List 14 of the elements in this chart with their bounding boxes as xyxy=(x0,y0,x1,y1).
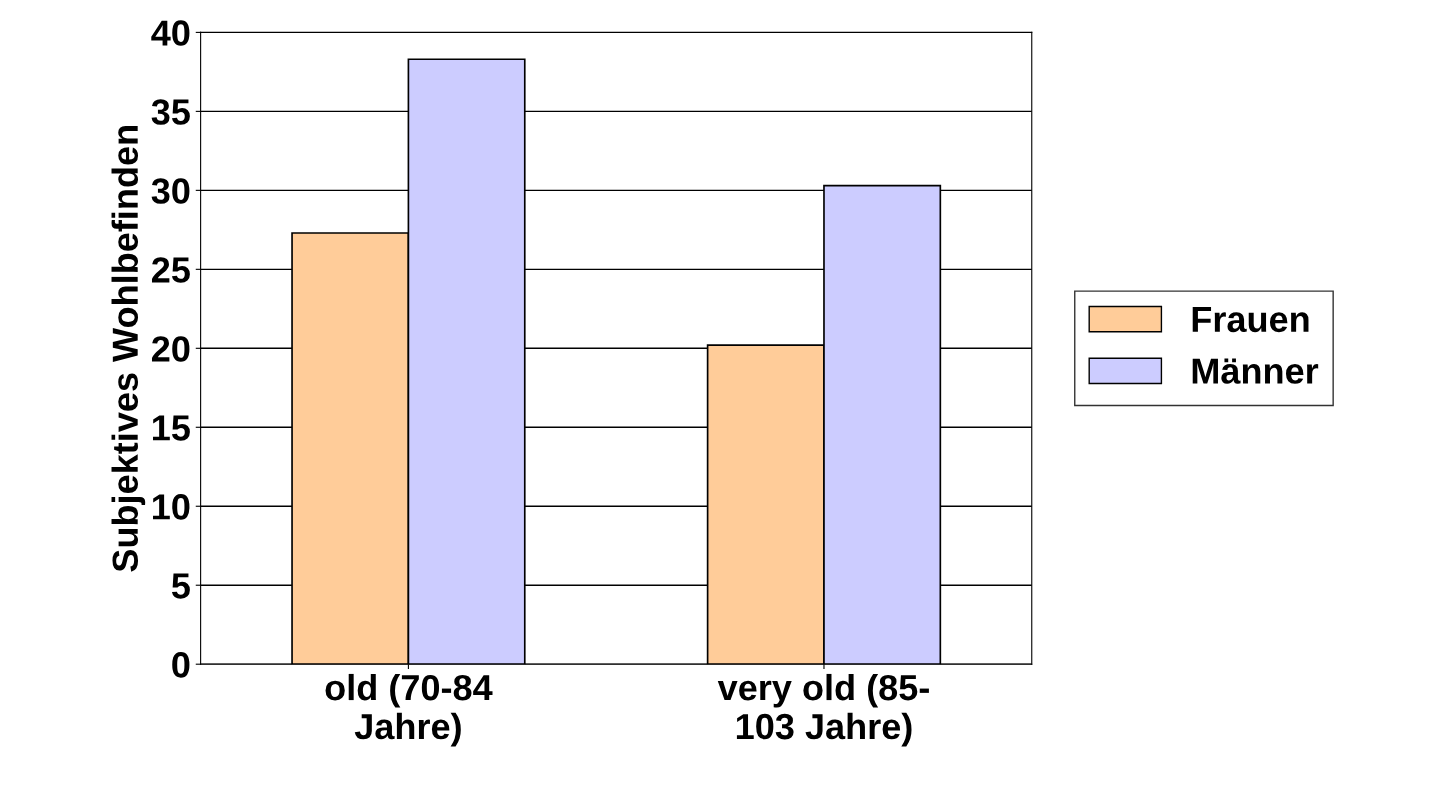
y-tick-label: 30 xyxy=(151,178,190,204)
y-tick-label: 25 xyxy=(151,257,190,283)
y-axis-title: Subjektives Wohlbefinden xyxy=(111,126,146,572)
x-tick-label: very old (85- 103 Jahre) xyxy=(717,673,929,747)
y-tick-label: 35 xyxy=(151,99,190,125)
y-tick-label: 10 xyxy=(153,494,190,520)
y-tick-label: 15 xyxy=(153,415,190,441)
y-tick-label: 0 xyxy=(172,652,190,678)
legend-label: Frauen xyxy=(1192,306,1309,333)
y-tick-label: 20 xyxy=(151,336,190,362)
legend-label: Männer xyxy=(1192,358,1319,384)
x-tick-label: old (70-84 Jahre) xyxy=(325,673,493,747)
y-tick-label: 5 xyxy=(171,573,190,599)
y-tick-label: 40 xyxy=(151,20,190,46)
